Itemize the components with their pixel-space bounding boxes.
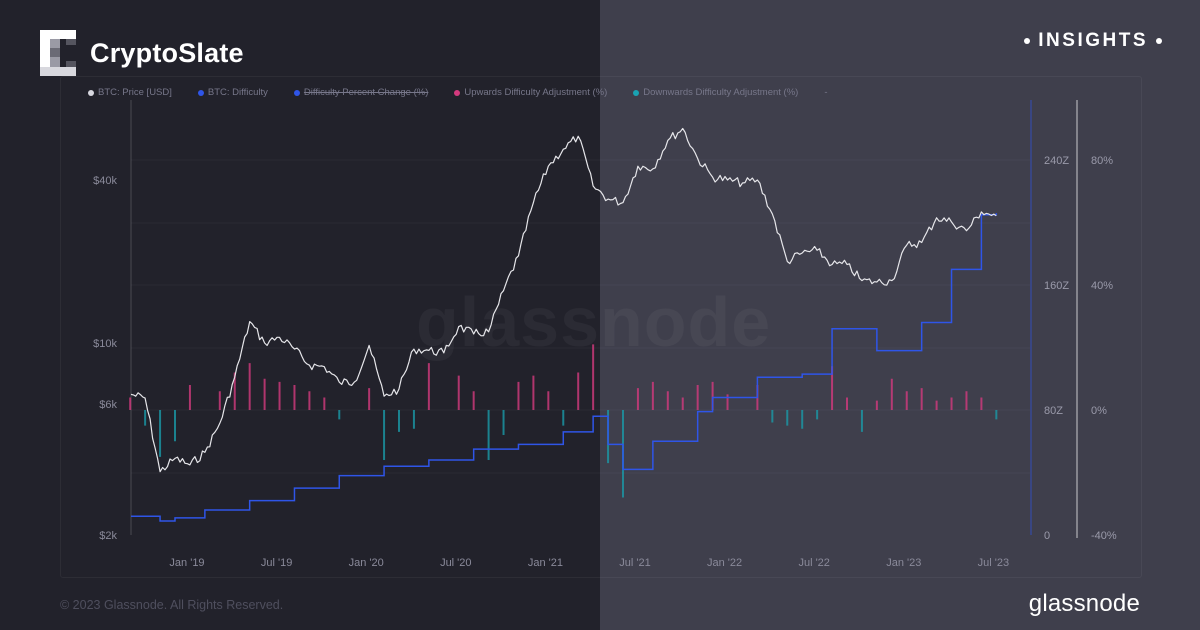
legend-label: Difficulty Percent Change (%) xyxy=(303,87,429,98)
brand-header: CryptoSlate xyxy=(40,30,244,76)
legend-item-difficulty[interactable]: BTC: Difficulty xyxy=(197,87,268,98)
x-tick-label: Jul '20 xyxy=(440,557,471,569)
insights-label: INSIGHTS xyxy=(1038,30,1148,51)
legend-extra-label: - xyxy=(824,87,828,98)
brand-name: CryptoSlate xyxy=(90,37,244,68)
difficulty-tick-label: 0 xyxy=(1044,530,1050,542)
background-right-panel xyxy=(600,0,1200,630)
chart-panel xyxy=(60,76,1142,578)
difficulty-tick-label: 240Z xyxy=(1044,155,1069,167)
legend-swatch xyxy=(88,89,94,96)
legend-item-extra: - xyxy=(824,87,827,98)
price-tick-label: $40k xyxy=(93,175,117,187)
x-tick-label: Jan '21 xyxy=(528,557,563,569)
price-tick-label: $10k xyxy=(93,338,117,350)
price-tick-label: $6k xyxy=(99,399,117,411)
glassnode-logo: glassnode xyxy=(1028,590,1140,617)
dot-icon xyxy=(1024,38,1031,44)
legend-swatch xyxy=(454,89,461,96)
legend-label: Downwards Difficulty Adjustment (%) xyxy=(643,87,799,98)
dot-icon xyxy=(1156,38,1162,44)
legend-item-price[interactable]: BTC: Price [USD] xyxy=(88,87,172,98)
percent-tick-label: 80% xyxy=(1091,155,1113,167)
legend-item-difficulty-change[interactable]: Difficulty Percent Change (%) xyxy=(293,87,429,98)
legend-swatch xyxy=(293,89,300,96)
difficulty-tick-label: 160Z xyxy=(1044,280,1069,292)
x-tick-label: Jul '23 xyxy=(978,557,1009,569)
legend-swatch xyxy=(197,89,204,96)
chart-legend: BTC: Price [USD] BTC: Difficulty Difficu… xyxy=(88,87,827,98)
footer-copyright: © 2023 Glassnode. All Rights Reserved. xyxy=(60,598,284,612)
cryptoslate-logo-icon xyxy=(40,30,76,76)
difficulty-tick-label: 80Z xyxy=(1044,405,1063,417)
x-tick-label: Jan '22 xyxy=(707,557,742,569)
percent-tick-label: 0% xyxy=(1091,405,1107,417)
insights-badge: INSIGHTS xyxy=(1016,30,1170,52)
x-tick-label: Jul '22 xyxy=(798,557,829,569)
difficulty-line xyxy=(131,213,998,522)
x-tick-label: Jan '23 xyxy=(886,557,921,569)
price-line xyxy=(130,127,997,473)
legend-swatch xyxy=(633,89,640,96)
price-tick-label: $2k xyxy=(99,530,117,542)
legend-item-upwards[interactable]: Upwards Difficulty Adjustment (%) xyxy=(454,87,607,98)
x-tick-label: Jul '19 xyxy=(261,557,292,569)
x-tick-label: Jul '21 xyxy=(619,557,650,569)
percent-tick-label: -40% xyxy=(1091,530,1117,542)
legend-label: Upwards Difficulty Adjustment (%) xyxy=(464,87,608,98)
background-left-panel xyxy=(0,0,600,630)
legend-label: BTC: Price [USD] xyxy=(98,87,172,98)
legend-label: BTC: Difficulty xyxy=(207,87,268,98)
x-tick-label: Jan '19 xyxy=(169,557,204,569)
percent-tick-label: 40% xyxy=(1091,280,1113,292)
legend-item-downwards[interactable]: Downwards Difficulty Adjustment (%) xyxy=(633,87,798,98)
x-tick-label: Jan '20 xyxy=(349,557,384,569)
